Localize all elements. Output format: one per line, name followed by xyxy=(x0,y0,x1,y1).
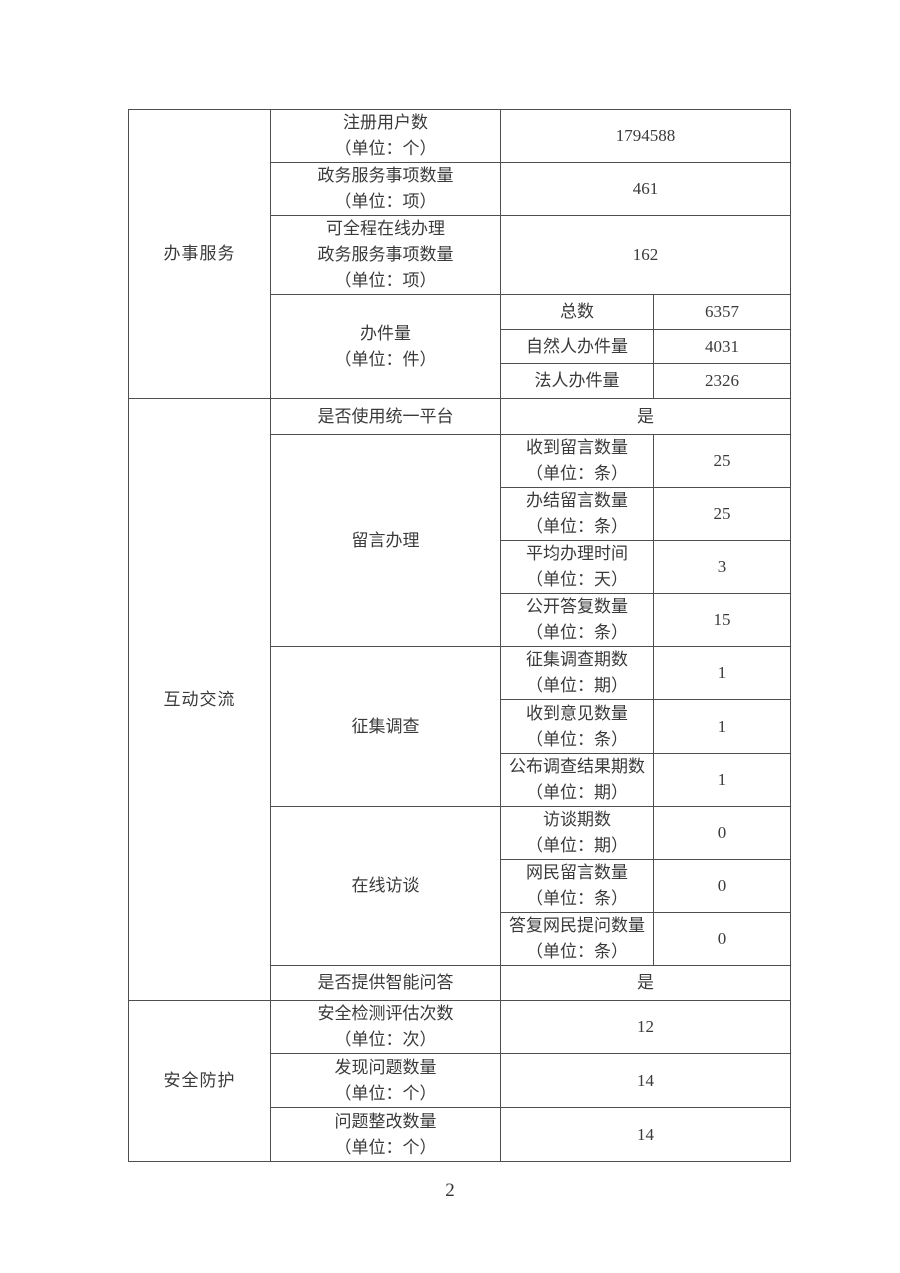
table-row: 互动交流 是否使用统一平台 是 xyxy=(128,398,791,1001)
table-row: 政务服务事项数量 （单位：项） 461 xyxy=(129,162,791,216)
value-cell-unified-platform: 是 xyxy=(500,398,791,435)
item-cell-case-volume: 办件量 （单位：件） xyxy=(270,294,501,399)
value-cell-public-replies: 15 xyxy=(653,593,791,647)
sub-item-cell-avg-processing-time: 平均办理时间 （单位：天） xyxy=(500,540,654,594)
value-cell-netizen-messages: 0 xyxy=(653,859,791,913)
value-cell-security-assessments: 12 xyxy=(500,1000,791,1054)
item-cell-online-items: 可全程在线办理 政务服务事项数量 （单位：项） xyxy=(270,215,501,295)
value-cell-natural-person: 4031 xyxy=(653,329,791,364)
table-row: 收到意见数量 （单位：条） 1 xyxy=(129,699,791,754)
table-row: 可全程在线办理 政务服务事项数量 （单位：项） 162 xyxy=(129,215,791,295)
value-cell-registered-users: 1794588 xyxy=(500,109,791,163)
item-cell-registered-users: 注册用户数 （单位：个） xyxy=(270,109,501,163)
item-cell-unified-platform: 是否使用统一平台 xyxy=(270,398,501,435)
item-cell-service-items: 政务服务事项数量 （单位：项） xyxy=(270,162,501,216)
item-cell-problems-found: 发现问题数量 （单位：个） xyxy=(270,1053,501,1108)
sub-item-cell-total: 总数 xyxy=(500,294,654,330)
table-row: 发现问题数量 （单位：个） 14 xyxy=(129,1053,791,1108)
sub-item-cell-survey-periods: 征集调查期数 （单位：期） xyxy=(500,646,654,700)
item-cell-message-handling: 留言办理 xyxy=(270,434,501,647)
value-cell-problems-rectified: 14 xyxy=(500,1107,791,1162)
sub-item-cell-completed-messages: 办结留言数量 （单位：条） xyxy=(500,487,654,541)
sub-item-cell-legal-person: 法人办件量 xyxy=(500,363,654,399)
page-number: 2 xyxy=(445,1180,455,1201)
table-row: 答复网民提问数量 （单位：条） 0 xyxy=(129,912,791,966)
item-cell-smart-qa: 是否提供智能问答 xyxy=(270,965,501,1001)
sub-item-cell-natural-person: 自然人办件量 xyxy=(500,329,654,364)
table-row: 自然人办件量 4031 xyxy=(129,329,791,364)
sub-item-cell-interview-periods: 访谈期数 （单位：期） xyxy=(500,806,654,860)
sub-item-cell-netizen-replies: 答复网民提问数量 （单位：条） xyxy=(500,912,654,966)
item-cell-surveys: 征集调查 xyxy=(270,646,501,807)
table-row: 办事服务 注册用户数 （单位：个） 1794588 xyxy=(128,109,791,399)
sub-item-cell-netizen-messages: 网民留言数量 （单位：条） xyxy=(500,859,654,913)
value-cell-problems-found: 14 xyxy=(500,1053,791,1108)
sub-item-cell-received-messages: 收到留言数量 （单位：条） xyxy=(500,434,654,488)
table-row: 平均办理时间 （单位：天） 3 xyxy=(129,540,791,594)
table-row: 是否提供智能问答 是 xyxy=(129,965,791,1001)
table-row: 公布调查结果期数 （单位：期） 1 xyxy=(129,753,791,807)
value-cell-completed-messages: 25 xyxy=(653,487,791,541)
value-cell-smart-qa: 是 xyxy=(500,965,791,1001)
category-cell-interaction: 互动交流 xyxy=(128,398,271,1001)
table-row: 问题整改数量 （单位：个） 14 xyxy=(129,1107,791,1162)
value-cell-avg-processing-time: 3 xyxy=(653,540,791,594)
value-cell-opinions-received: 1 xyxy=(653,699,791,754)
table-row: 法人办件量 2326 xyxy=(129,363,791,399)
report-table: 办事服务 注册用户数 （单位：个） 1794588 政务服务事项数量 （单位：项… xyxy=(128,109,791,1162)
table-row: 办结留言数量 （单位：条） 25 xyxy=(129,487,791,541)
item-cell-problems-rectified: 问题整改数量 （单位：个） xyxy=(270,1107,501,1162)
item-cell-security-assessments: 安全检测评估次数 （单位：次） xyxy=(270,1000,501,1054)
value-cell-netizen-replies: 0 xyxy=(653,912,791,966)
table-row: 网民留言数量 （单位：条） 0 xyxy=(129,859,791,913)
sub-item-cell-opinions-received: 收到意见数量 （单位：条） xyxy=(500,699,654,754)
table-row: 留言办理 收到留言数量 （单位：条） 25 xyxy=(129,434,791,647)
table-row: 安全防护 安全检测评估次数 （单位：次） 12 xyxy=(128,1000,791,1162)
value-cell-received-messages: 25 xyxy=(653,434,791,488)
table-row: 在线访谈 访谈期数 （单位：期） 0 xyxy=(129,806,791,966)
sub-item-cell-public-replies: 公开答复数量 （单位：条） xyxy=(500,593,654,647)
category-cell-security: 安全防护 xyxy=(128,1000,271,1162)
value-cell-service-items: 461 xyxy=(500,162,791,216)
value-cell-total: 6357 xyxy=(653,294,791,330)
table-row: 征集调查 征集调查期数 （单位：期） 1 xyxy=(129,646,791,807)
item-cell-online-interviews: 在线访谈 xyxy=(270,806,501,966)
table-row: 办件量 （单位：件） 总数 6357 xyxy=(129,294,791,399)
value-cell-online-items: 162 xyxy=(500,215,791,295)
sub-item-cell-survey-results-published: 公布调查结果期数 （单位：期） xyxy=(500,753,654,807)
value-cell-interview-periods: 0 xyxy=(653,806,791,860)
value-cell-survey-results-published: 1 xyxy=(653,753,791,807)
value-cell-legal-person: 2326 xyxy=(653,363,791,399)
value-cell-survey-periods: 1 xyxy=(653,646,791,700)
category-cell-office-services: 办事服务 xyxy=(128,109,271,399)
